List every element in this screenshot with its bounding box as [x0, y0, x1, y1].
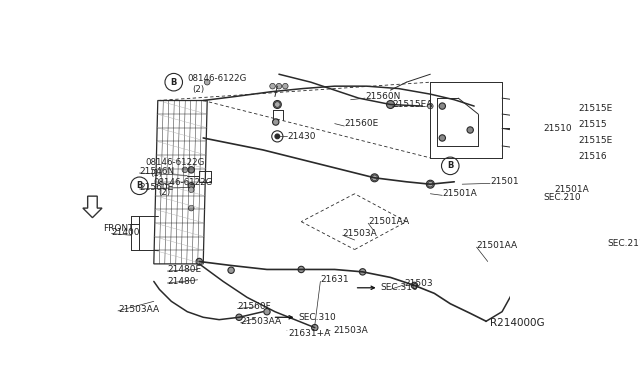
Circle shape — [439, 103, 445, 109]
Circle shape — [387, 100, 394, 109]
Text: 21515EA: 21515EA — [392, 100, 433, 109]
Text: 21480E: 21480E — [167, 265, 202, 274]
Text: (1): (1) — [150, 169, 162, 177]
Circle shape — [275, 102, 280, 107]
Text: 21503A: 21503A — [333, 326, 368, 335]
Circle shape — [412, 282, 417, 289]
Circle shape — [312, 324, 318, 331]
Text: R214000G: R214000G — [490, 318, 545, 328]
Circle shape — [298, 266, 305, 273]
Circle shape — [273, 100, 282, 109]
Circle shape — [270, 83, 275, 89]
Text: 21515: 21515 — [579, 120, 607, 129]
Circle shape — [360, 269, 366, 275]
Circle shape — [188, 205, 194, 211]
Circle shape — [522, 263, 530, 271]
Circle shape — [182, 167, 188, 173]
Circle shape — [372, 175, 378, 180]
Text: 21515E: 21515E — [579, 136, 613, 145]
Circle shape — [276, 83, 282, 89]
Text: 21503AA: 21503AA — [241, 317, 282, 326]
Circle shape — [426, 180, 435, 188]
Text: 21560E: 21560E — [140, 183, 173, 192]
Text: 21501AA: 21501AA — [368, 217, 410, 226]
Circle shape — [264, 308, 270, 315]
Text: 21503AA: 21503AA — [118, 305, 159, 314]
Text: (2): (2) — [158, 189, 170, 198]
Circle shape — [439, 135, 445, 141]
Text: 21501AA: 21501AA — [477, 241, 518, 250]
Text: 08146-6122G: 08146-6122G — [145, 158, 204, 167]
Text: 21501A: 21501A — [554, 185, 589, 194]
Circle shape — [428, 182, 433, 187]
Circle shape — [188, 183, 195, 189]
Text: B: B — [447, 161, 454, 170]
Text: 21631+A: 21631+A — [289, 329, 331, 338]
Circle shape — [273, 119, 279, 125]
Text: SEC.310: SEC.310 — [380, 283, 418, 292]
Text: 21631: 21631 — [321, 275, 349, 284]
Text: 21560E: 21560E — [344, 119, 378, 128]
Text: 21560F: 21560F — [237, 302, 271, 311]
Text: 21515E: 21515E — [579, 104, 613, 113]
Circle shape — [204, 79, 210, 85]
Text: SEC.210: SEC.210 — [543, 193, 581, 202]
Text: 21501A: 21501A — [442, 189, 477, 198]
Text: 21480: 21480 — [167, 277, 196, 286]
Circle shape — [196, 258, 202, 265]
Text: 21503: 21503 — [405, 279, 433, 288]
Text: (2): (2) — [192, 85, 204, 94]
Circle shape — [428, 103, 433, 109]
Text: 21510: 21510 — [543, 124, 572, 133]
Circle shape — [188, 187, 194, 193]
Circle shape — [275, 134, 280, 139]
Text: 08146-6122G: 08146-6122G — [153, 178, 212, 187]
Text: 21400: 21400 — [111, 228, 140, 237]
Text: 21560N: 21560N — [365, 92, 401, 101]
Circle shape — [188, 167, 195, 173]
Text: 21501: 21501 — [490, 177, 519, 186]
Text: 21516: 21516 — [579, 152, 607, 161]
Text: SEC.310: SEC.310 — [298, 313, 336, 322]
Circle shape — [282, 83, 288, 89]
Text: B: B — [136, 181, 143, 190]
Text: 21546N: 21546N — [140, 167, 175, 176]
Circle shape — [228, 267, 234, 273]
Text: 21503A: 21503A — [342, 229, 378, 238]
Text: SEC.211: SEC.211 — [607, 239, 640, 248]
Text: 21430: 21430 — [287, 132, 316, 141]
Circle shape — [467, 127, 474, 133]
Circle shape — [236, 314, 243, 320]
Text: FRONT: FRONT — [104, 224, 134, 232]
Circle shape — [371, 174, 378, 182]
Text: 08146-6122G: 08146-6122G — [188, 74, 246, 83]
Text: B: B — [170, 78, 177, 87]
